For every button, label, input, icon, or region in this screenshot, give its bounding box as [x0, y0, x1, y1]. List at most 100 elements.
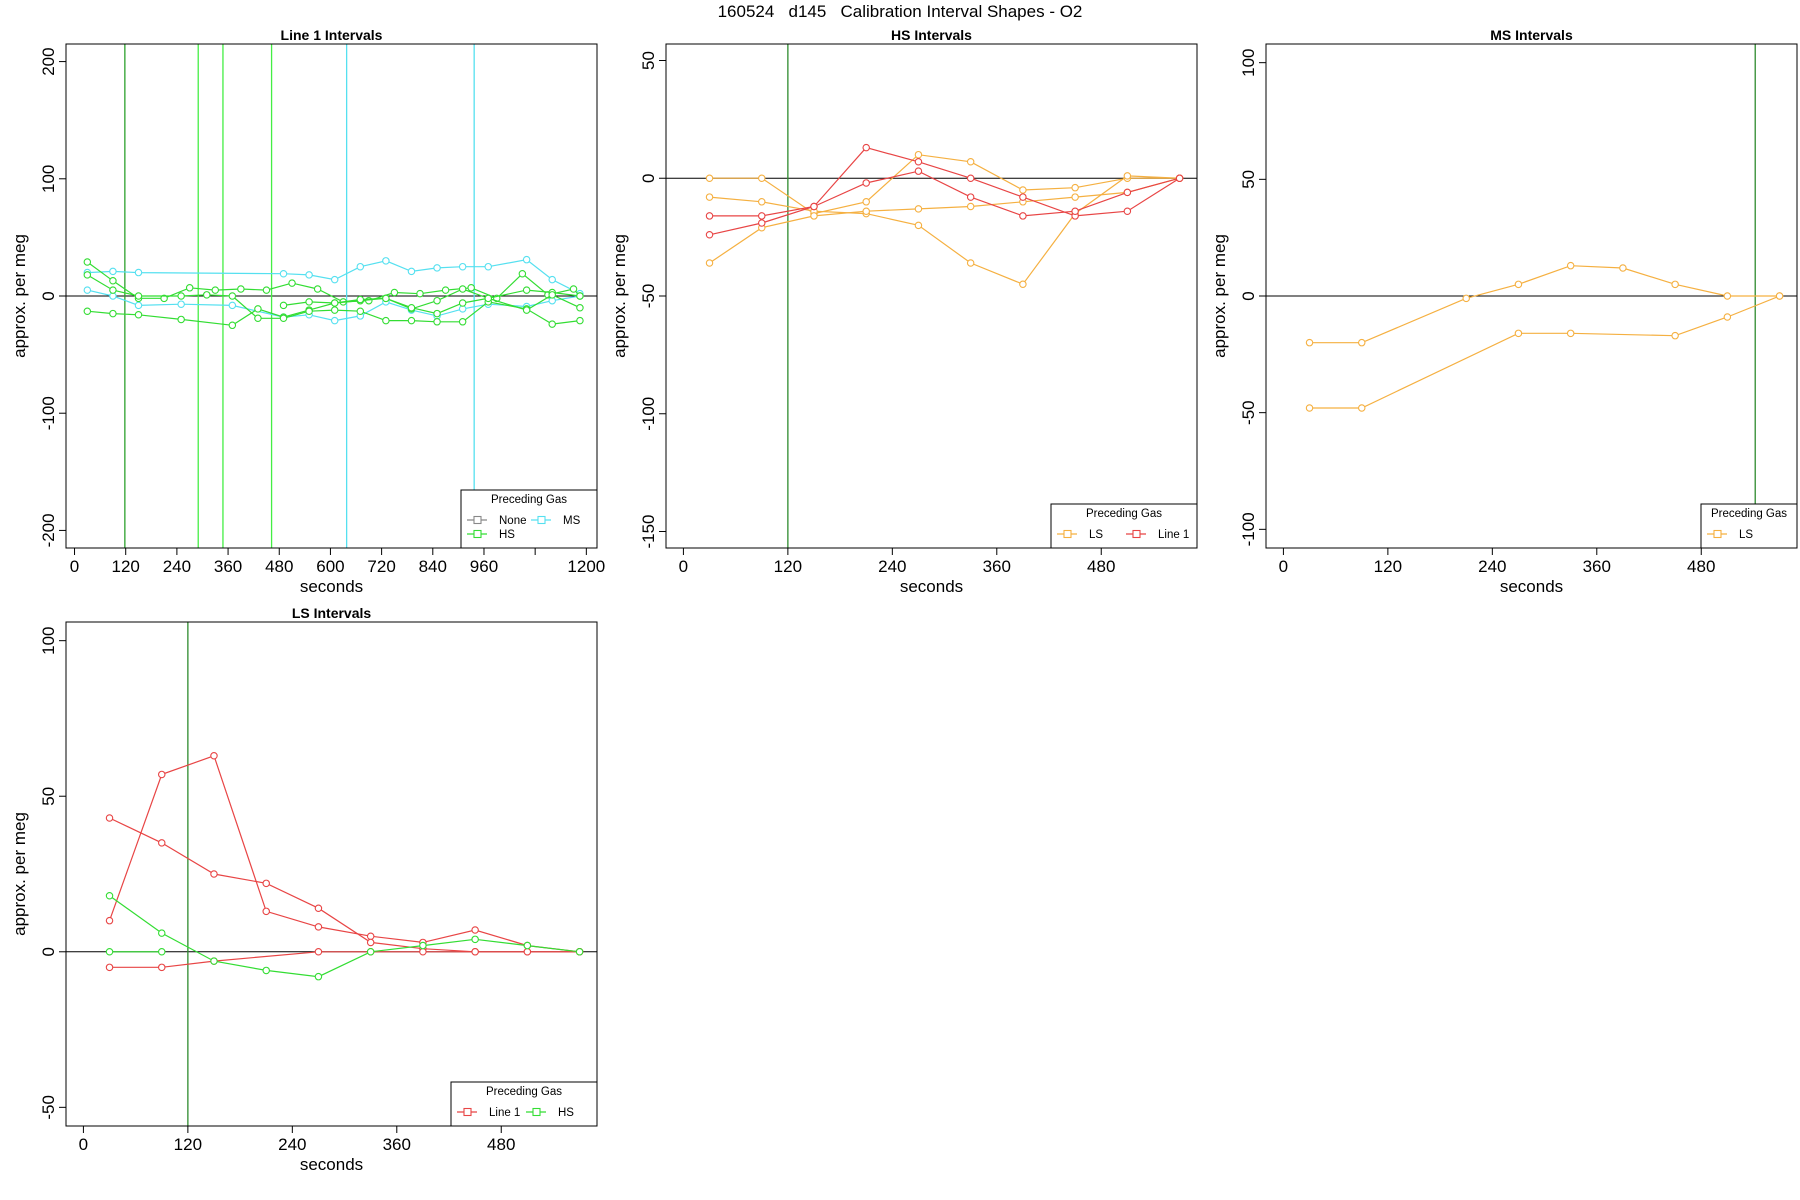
data-point [314, 972, 323, 981]
x-tick-label: 480 [487, 1135, 515, 1154]
data-point [177, 315, 185, 324]
data-point [109, 267, 117, 276]
data-point [1566, 329, 1575, 338]
page-title: 160524 d145 Calibration Interval Shapes … [717, 2, 1083, 21]
data-point [1305, 404, 1314, 412]
series-line [709, 146, 1180, 217]
data-point [810, 202, 818, 211]
y-tick-label: -100 [1239, 512, 1258, 546]
data-point [914, 221, 923, 230]
data-point [134, 311, 143, 319]
series-line [283, 294, 581, 315]
x-tick-label: 240 [278, 1135, 306, 1154]
chart-panel-ms-intervals: MS Intervals 0 120 240 360 480 seconds -100 -50 0… [1210, 27, 1798, 596]
legend-label: LS [1089, 529, 1103, 541]
data-point [458, 299, 467, 307]
data-point [548, 275, 556, 284]
data-point [314, 923, 323, 931]
data-point [109, 309, 117, 318]
series-line [109, 895, 580, 978]
data-point [458, 262, 467, 271]
data-point [458, 318, 467, 326]
legend-title: Preceding Gas [491, 494, 567, 506]
series-line [108, 755, 580, 953]
y-tick-label: -50 [39, 1095, 58, 1120]
data-point [382, 257, 390, 265]
data-point [467, 284, 475, 292]
data-point [458, 285, 467, 293]
data-point [305, 307, 313, 315]
data-point [228, 301, 237, 310]
chart-panel-hs-intervals: HS Intervals 0 120 240 360 480 seconds -150 -100… [610, 27, 1198, 596]
data-point [862, 179, 870, 187]
data-point [254, 314, 262, 323]
data-point [576, 292, 584, 300]
x-axis-label: seconds [1500, 577, 1563, 596]
data-point [862, 207, 870, 215]
x-axis-label: seconds [900, 577, 963, 596]
data-point [1019, 193, 1027, 201]
y-tick-label: -50 [1239, 400, 1258, 425]
x-tick-label: 480 [1687, 557, 1715, 576]
x-tick-label: 720 [367, 557, 395, 576]
chart-title: Line 1 Intervals [281, 27, 383, 43]
chart-title: MS Intervals [1490, 27, 1573, 43]
data-point [1071, 183, 1079, 192]
data-point [914, 205, 923, 213]
data-point [441, 286, 450, 294]
legend-marker [537, 515, 546, 525]
data-point [758, 198, 766, 206]
data-point [105, 814, 114, 822]
data-point [158, 963, 166, 972]
x-tick-label: 120 [774, 557, 802, 576]
data-point [705, 231, 714, 239]
data-point [705, 212, 714, 220]
legend-title: Preceding Gas [1086, 508, 1162, 520]
data-point [862, 143, 870, 152]
data-point [966, 158, 975, 166]
x-tick-label: 480 [265, 557, 293, 576]
x-tick-label: 0 [70, 557, 79, 576]
legend-marker [1063, 529, 1072, 539]
data-point [471, 926, 479, 934]
data-point [1619, 264, 1627, 272]
x-tick-label: 360 [983, 557, 1011, 576]
data-point [1358, 338, 1366, 347]
series-line [709, 170, 1180, 236]
y-tick-label: 50 [39, 787, 58, 806]
y-tick-label: -100 [639, 397, 658, 431]
x-tick-label: 360 [1583, 557, 1611, 576]
y-tick-label: 50 [1239, 170, 1258, 189]
data-point [862, 198, 870, 206]
x-axis-label: seconds [300, 577, 363, 596]
data-point [366, 948, 375, 956]
data-point [202, 291, 211, 299]
data-point [262, 286, 271, 294]
data-point [279, 314, 288, 323]
legend-box [450, 1081, 598, 1127]
data-point [356, 307, 365, 315]
data-point [758, 219, 766, 227]
data-point [705, 259, 714, 267]
legend-title: Preceding Gas [486, 1086, 562, 1098]
data-point [433, 296, 441, 305]
legend-marker [1713, 529, 1722, 539]
data-point [1123, 188, 1132, 197]
data-point [522, 286, 531, 294]
data-point [810, 212, 818, 220]
data-point [484, 262, 492, 271]
legend-marker [473, 515, 482, 525]
data-point [366, 938, 375, 947]
data-point [228, 292, 237, 300]
data-point [330, 299, 339, 307]
x-tick-label: 360 [383, 1135, 411, 1154]
legend-label: HS [558, 1107, 574, 1119]
data-point [134, 268, 143, 277]
data-point [105, 963, 114, 972]
x-tick-label: 240 [163, 557, 191, 576]
data-point [433, 264, 441, 272]
data-point [279, 269, 288, 278]
data-point [1175, 174, 1184, 182]
data-point [305, 271, 313, 279]
y-axis-label: approx. per meg [10, 812, 29, 936]
